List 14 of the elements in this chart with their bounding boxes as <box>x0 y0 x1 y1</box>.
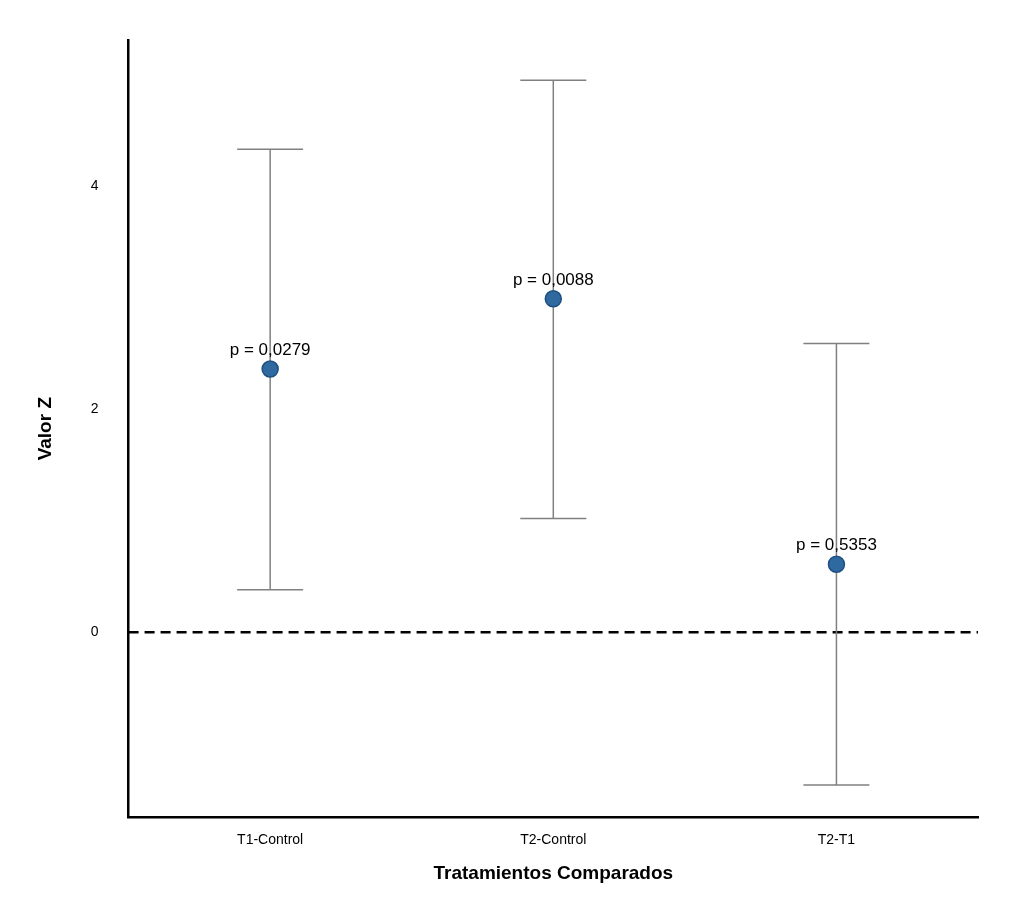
annotation: p = 0,0279 <box>229 340 311 360</box>
x-tick-label: T2-Control <box>520 830 587 847</box>
x-tick-label: T2-T1 <box>817 830 856 847</box>
y-axis-title: Valor Z <box>33 396 55 461</box>
point <box>261 360 279 378</box>
y-tick-label: 4 <box>90 176 99 193</box>
annotation: p = 0,5353 <box>796 535 877 555</box>
point <box>544 290 563 308</box>
point <box>827 555 846 573</box>
x-axis-title: Tratamientos Comparados <box>433 861 674 883</box>
y-tick-label: 2 <box>90 400 99 417</box>
y-tick-label: 0 <box>90 623 99 640</box>
x-tick-label: T1-Control <box>237 830 304 847</box>
annotation: p = 0,0088 <box>512 269 594 289</box>
